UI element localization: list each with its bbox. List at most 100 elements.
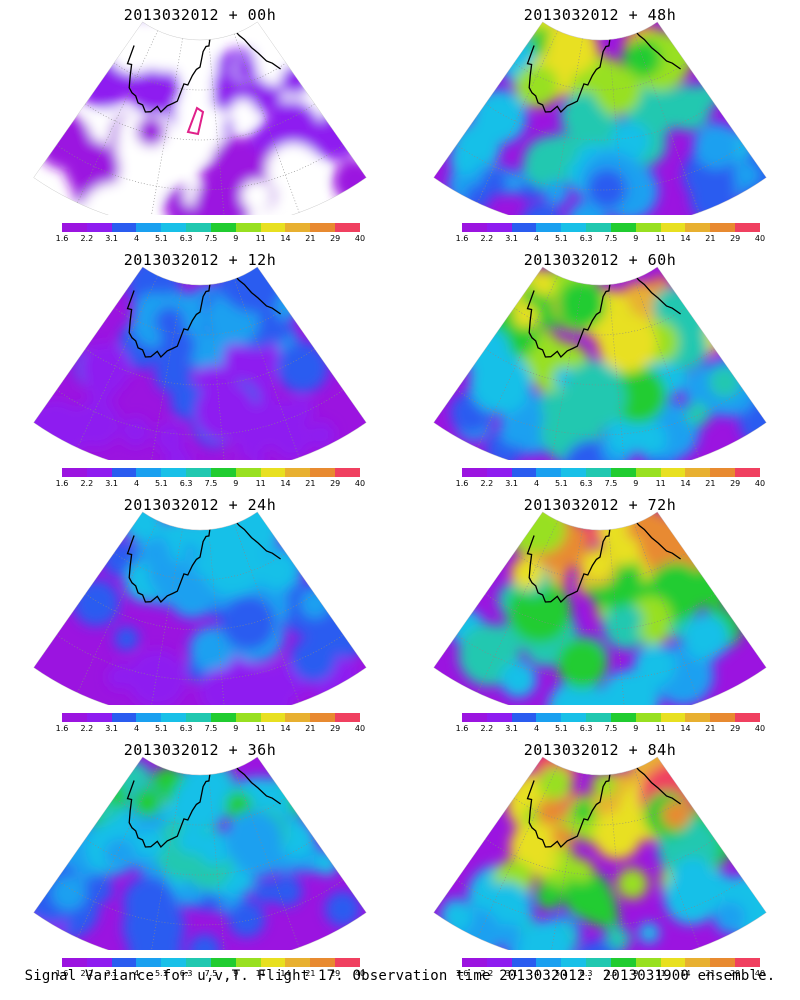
field-blob [496,923,522,948]
map-border [33,21,367,215]
colorbar-label: 5.1 [154,234,168,243]
field-blob [258,551,297,591]
colorbar-label: 40 [354,479,366,488]
field-blob [228,900,265,938]
field-blob [562,365,626,429]
map-border [433,511,767,705]
colorbar-label: 4 [133,479,140,488]
latitude-line [513,797,687,826]
colorbar-label: 2.2 [480,234,494,243]
map-border [433,266,767,460]
colorbar-label: 9 [633,724,639,733]
colorbar-label: 7.5 [604,724,618,733]
colorbar-label: 40 [754,969,766,978]
colorbar-label: 14 [280,969,291,978]
field-blob [135,828,165,858]
latitude-line [113,307,287,336]
field-blob [593,811,642,860]
field-blob [609,366,667,424]
field-blob [540,390,571,421]
colorbar-swatch [735,958,760,967]
field-blob [587,169,627,209]
colorbar-swatch [285,223,311,232]
colorbar-swatch [660,713,686,722]
colorbar-swatch [335,958,360,967]
colorbar-swatch [86,223,112,232]
colorbar-label: 9 [633,969,639,978]
colorbar-label: 11 [255,234,266,243]
field-blob [266,142,321,198]
colorbar-label: 3.1 [105,969,119,978]
field-blob [616,867,649,900]
colorbar-label: 14 [280,724,291,733]
field-blob [222,266,285,313]
colorbar-swatch [635,223,661,232]
field-blob [733,161,760,189]
colorbar-swatch [62,468,87,477]
field-blob [228,511,282,555]
panel-title: 2013032012 + 12h [123,251,277,269]
field-blob [234,57,257,81]
variance-field [33,511,367,705]
colorbar-label: 5.1 [554,724,568,733]
field-blob [638,922,660,944]
colorbar-swatch [161,713,187,722]
map-border [33,266,367,460]
colorbar-label: 29 [330,969,341,978]
latitude-line [513,62,687,91]
field-blob [121,417,151,447]
colorbar-swatch [610,958,636,967]
colorbar-swatch [586,468,611,477]
field-blob [178,827,205,854]
map-border [33,756,367,950]
field-blob [232,445,265,460]
colorbar-swatch [561,958,587,967]
field-blob [682,614,730,661]
colorbar-swatch [610,223,636,232]
colorbar-swatch [161,223,187,232]
colorbar-label: 1.6 [455,479,469,488]
colorbar-label: 4 [133,234,140,243]
colorbar-swatch [310,713,336,722]
colorbar-label: 9 [633,479,639,488]
colorbar [62,958,360,967]
latitude-line [456,389,744,436]
colorbar-swatch [561,468,587,477]
colorbar-labels: 1.6 2.2 3.1 4 5.1 6.3 7.5 9 11 14 21 29 40 [50,234,372,246]
colorbar-label: 11 [655,234,666,243]
colorbar-label: 29 [730,724,741,733]
colorbar-label: 4 [533,234,540,243]
panel-title: 2013032012 + 00h [123,6,277,24]
variance-field [33,756,367,950]
colorbar-label: 14 [280,234,291,243]
colorbar-swatch [86,958,112,967]
latitude-line [513,552,687,581]
colorbar-label: 3.1 [105,479,119,488]
colorbar-swatch [260,468,286,477]
colorbar-swatch [111,958,137,967]
field-blob [264,100,321,156]
colorbar-label: 29 [330,724,341,733]
field-blob [194,176,252,215]
variance-field [433,511,767,705]
latitude-line [56,144,344,191]
colorbar-swatch [511,713,537,722]
colorbar-label: 7.5 [204,969,218,978]
field-blob [693,123,740,169]
latitude-line [113,552,287,581]
field-blob [507,579,572,643]
field-blob [556,638,608,690]
colorbar-swatch [335,713,360,722]
colorbar-label: 1.6 [55,724,69,733]
colorbar-label: 1.6 [455,724,469,733]
field-blob [80,342,131,393]
forecast-map [433,266,767,460]
colorbar-label: 9 [233,234,239,243]
colorbar-swatch [511,958,537,967]
colorbar-label: 9 [633,234,639,243]
colorbar-swatch [586,713,611,722]
variance-field [433,756,767,950]
field-blob [543,133,579,168]
field-blob [708,366,741,398]
field-blob [469,351,533,415]
